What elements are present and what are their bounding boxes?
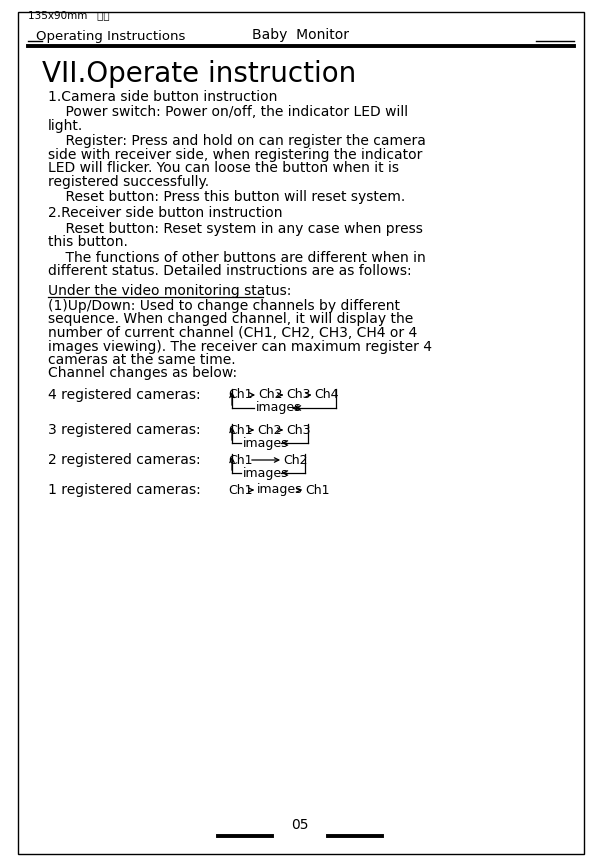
Text: Ch2: Ch2 [257,424,282,437]
Text: images: images [243,466,288,479]
Text: Operating Instructions: Operating Instructions [36,30,185,43]
Text: 135x90mm   内页: 135x90mm 内页 [28,10,110,20]
Text: 05: 05 [291,818,309,832]
Text: Ch3: Ch3 [286,424,311,437]
Text: The functions of other buttons are different when in: The functions of other buttons are diffe… [48,251,426,265]
Text: this button.: this button. [48,235,128,249]
Text: VII.Operate instruction: VII.Operate instruction [42,60,356,88]
Text: registered successfully.: registered successfully. [48,175,209,189]
Text: Power switch: Power on/off, the indicator LED will: Power switch: Power on/off, the indicato… [48,106,408,120]
Text: Reset button: Press this button will reset system.: Reset button: Press this button will res… [48,190,405,205]
Text: 2 registered cameras:: 2 registered cameras: [48,453,200,467]
Text: 1.Camera side button instruction: 1.Camera side button instruction [48,90,278,104]
Text: Ch1: Ch1 [228,389,252,402]
Text: Under the video monitoring status:: Under the video monitoring status: [48,284,291,298]
Text: 2.Receiver side button instruction: 2.Receiver side button instruction [48,206,282,220]
Text: cameras at the same time.: cameras at the same time. [48,353,235,367]
Text: 3 registered cameras:: 3 registered cameras: [48,423,200,437]
Text: Ch1: Ch1 [228,453,252,466]
Text: sequence. When changed channel, it will display the: sequence. When changed channel, it will … [48,312,413,326]
Text: different status. Detailed instructions are as follows:: different status. Detailed instructions … [48,264,412,278]
Text: side with receiver side, when registering the indicator: side with receiver side, when registerin… [48,148,423,162]
Text: Register: Press and hold on can register the camera: Register: Press and hold on can register… [48,135,426,148]
Text: Ch4: Ch4 [314,389,338,402]
Text: Reset button: Reset system in any case when press: Reset button: Reset system in any case w… [48,221,423,235]
Text: Ch2: Ch2 [258,389,282,402]
Text: Channel changes as below:: Channel changes as below: [48,366,237,380]
Text: 4 registered cameras:: 4 registered cameras: [48,388,200,402]
Text: images: images [243,437,288,450]
Text: Ch1: Ch1 [228,424,252,437]
Text: Baby  Monitor: Baby Monitor [252,28,349,42]
Text: 1 registered cameras:: 1 registered cameras: [48,483,200,497]
Text: images: images [257,483,303,496]
Text: light.: light. [48,119,83,133]
Text: (1)Up/Down: Used to change channels by different: (1)Up/Down: Used to change channels by d… [48,299,400,313]
Text: number of current channel (CH1, CH2, CH3, CH4 or 4: number of current channel (CH1, CH2, CH3… [48,326,417,340]
Text: images viewing). The receiver can maximum register 4: images viewing). The receiver can maximu… [48,339,432,353]
Text: Ch2: Ch2 [283,453,308,466]
Text: LED will flicker. You can loose the button when it is: LED will flicker. You can loose the butt… [48,161,399,175]
Text: images: images [256,402,302,415]
Text: Ch3: Ch3 [286,389,311,402]
Text: Ch1: Ch1 [228,483,252,496]
Text: Ch1: Ch1 [305,483,329,496]
